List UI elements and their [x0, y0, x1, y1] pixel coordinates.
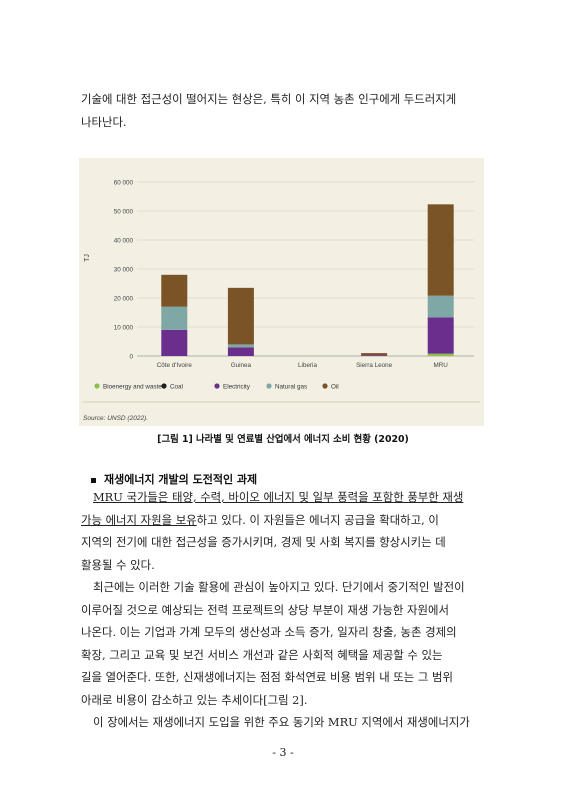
bar-segment [427, 204, 454, 296]
figure-caption: [그림 1] 나라별 및 연료별 산업에서 에너지 소비 현황 (2020) [157, 434, 409, 445]
x-tick-label: MRU [434, 362, 449, 369]
body-line: 지역의 전기에 대한 접근성을 증가시키며, 경제 및 사회 복지를 향상시키는… [81, 531, 486, 554]
body-line: 확장, 그리고 교육 및 보건 서비스 개선과 같은 사회적 혜택을 제공할 수… [81, 644, 486, 667]
y-tick-label: 50 000 [114, 209, 134, 216]
bar-segment [361, 353, 388, 356]
body-line: 가능 에너지 자원을 보유하고 있다. 이 자원들은 에너지 공급을 확대하고,… [81, 509, 486, 532]
legend-label: Bioenergy and waste [103, 384, 162, 391]
page-number: - 3 - [272, 746, 294, 759]
bar-segment [161, 274, 188, 307]
body-line-text: 확장, 그리고 교육 및 보건 서비스 개선과 같은 사회적 혜택을 제공할 수… [81, 647, 443, 662]
body-line-text: 최근에는 이러한 기술 활용에 관심이 높아지고 있다. 단기에서 중기적인 발… [93, 580, 465, 594]
body-line-text: 길을 열어준다. 또한, 신재생에너지는 점점 화석연료 비용 범위 내 또는 … [81, 670, 453, 684]
y-tick-label: 0 [129, 354, 133, 361]
body-paragraphs: MRU 국가들은 태양, 수력, 바이오 에너지 및 일부 풍력을 포함한 풍부… [81, 486, 486, 734]
x-tick-label: Guinea [231, 362, 252, 369]
body-line: 길을 열어준다. 또한, 신재생에너지는 점점 화석연료 비용 범위 내 또는 … [81, 666, 486, 689]
body-line: 이루어질 것으로 예상되는 전력 프로젝트의 상당 부분이 재생 가능한 자원에… [81, 599, 486, 622]
bar-segment [227, 347, 254, 356]
x-tick-label: Côte d'Ivoire [157, 362, 193, 369]
y-tick-label: 40 000 [114, 238, 134, 245]
legend-label: Electricity [223, 384, 251, 391]
body-line-text: 나온다. 이는 기업과 가계 모두의 생산성과 소득 증가, 일자리 창출, 농… [81, 625, 457, 639]
y-tick-label: 60 000 [114, 180, 134, 187]
energy-consumption-chart: 60 000 50 000 40 000 30 000 20 000 10 000 0 Côt… [83, 180, 480, 422]
body-line-text: 활용될 수 있다. [81, 557, 155, 572]
bar-segment [427, 295, 454, 318]
body-line-text: MRU 국가들은 태양, 수력, 바이오 에너지 및 일부 풍력을 포함한 풍부… [93, 490, 464, 504]
bullet-icon [91, 477, 96, 483]
body-line: 활용될 수 있다. [81, 554, 486, 577]
body-line: MRU 국가들은 태양, 수력, 바이오 에너지 및 일부 풍력을 포함한 풍부… [81, 486, 486, 509]
section-heading-text: 재생에너지 개발의 도전적인 과제 [104, 473, 258, 486]
legend-swatch [214, 383, 220, 389]
figure-source: Source: UNSD (2022). [83, 415, 148, 422]
x-tick-label: Liberia [298, 362, 317, 369]
bar-segment [427, 317, 454, 354]
intro-line: 기술에 대한 접근성이 떨어지는 현상은, 특히 이 지역 농촌 인구에게 두드… [81, 92, 457, 106]
legend-swatch [266, 383, 272, 389]
body-line-text: 가능 에너지 자원을 보유 [81, 512, 197, 527]
body-line-suffix: 하고 있다. 이 자원들은 에너지 공급을 확대하고, 이 [196, 512, 439, 527]
intro-line: 나타난다. [81, 114, 127, 129]
body-line: 이 장에서는 재생에너지 도입을 위한 주요 동기와 MRU 지역에서 재생에너… [81, 711, 486, 734]
bar-segment [227, 344, 254, 348]
body-line: 최근에는 이러한 기술 활용에 관심이 높아지고 있다. 단기에서 중기적인 발… [81, 576, 486, 599]
y-tick-label: 10 000 [114, 325, 134, 332]
y-axis-label: TJ [84, 254, 91, 262]
body-line-text: 아래로 비용이 감소하고 있는 추세이다[그림 2]. [81, 692, 308, 707]
legend-label: Oil [331, 384, 339, 391]
section-heading: 재생에너지 개발의 도전적인 과제 [91, 471, 257, 487]
body-line: 아래로 비용이 감소하고 있는 추세이다[그림 2]. [81, 689, 486, 712]
bar-segment [227, 287, 254, 345]
legend-swatch [94, 383, 100, 389]
bar-segment [427, 353, 454, 356]
bar-segment [361, 355, 388, 356]
figure-energy-consumption: 60 000 50 000 40 000 30 000 20 000 10 000 0 Côt… [79, 158, 484, 426]
legend-swatch [161, 383, 167, 389]
legend-label: Natural gas [275, 384, 307, 391]
x-tick-label: Sierra Leone [356, 362, 393, 369]
bar-segment [161, 306, 188, 330]
legend-label: Coal [170, 384, 183, 391]
bar-segment [161, 329, 188, 356]
body-line-text: 이루어질 것으로 예상되는 전력 프로젝트의 상당 부분이 재생 가능한 자원에… [81, 602, 449, 617]
body-line: 나온다. 이는 기업과 가계 모두의 생산성과 소득 증가, 일자리 창출, 농… [81, 621, 486, 644]
y-tick-label: 20 000 [114, 296, 134, 303]
intro-paragraph: 기술에 대한 접근성이 떨어지는 현상은, 특히 이 지역 농촌 인구에게 두드… [81, 88, 486, 133]
legend-swatch [322, 383, 328, 389]
y-tick-label: 30 000 [114, 267, 134, 274]
body-line-text: 지역의 전기에 대한 접근성을 증가시키며, 경제 및 사회 복지를 향상시키는… [81, 535, 446, 549]
body-line-text: 이 장에서는 재생에너지 도입을 위한 주요 동기와 MRU 지역에서 재생에너… [93, 715, 470, 729]
